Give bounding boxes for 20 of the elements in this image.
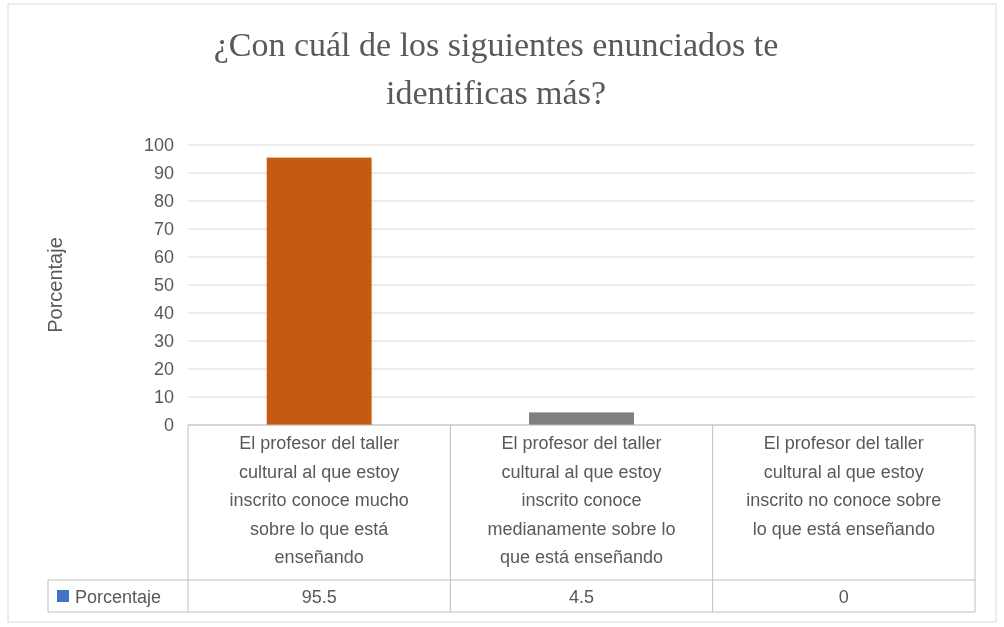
x-tick-label: El profesor del taller cultural al que estoy inscrito conoce medianamente sobre lo que está enseñando [487,433,676,567]
text: Porcentaje [75,587,162,607]
data-label: 4.5 [568,587,595,607]
x-tick-label: El profesor del taller cultural al que estoy inscrito conoce mucho sobre lo que está enseñando [229,433,409,567]
y-tick-label: 100 [143,135,174,156]
y-tick-label: 70 [153,219,174,240]
chart-title: ¿Con cuál de los siguientes enunciados te identificas más? [213,26,779,111]
y-tick-label: 90 [153,163,174,184]
y-tick-label: 20 [153,359,174,380]
y-tick-label: 60 [153,247,174,268]
y-tick-label: 40 [153,303,174,324]
y-tick-label: 30 [153,331,174,352]
y-tick-label: 0 [163,415,174,436]
y-axis-title: Porcentaje [44,237,66,333]
x-tick-label: El profesor del taller cultural al que estoy inscrito no conoce sobre lo que está enseñando [746,433,942,539]
y-tick-label: 10 [153,387,174,408]
y-tick-label: 80 [153,191,174,212]
data-label: 0 [838,587,849,607]
data-label: 95.5 [301,587,337,607]
y-tick-label: 50 [153,275,174,296]
